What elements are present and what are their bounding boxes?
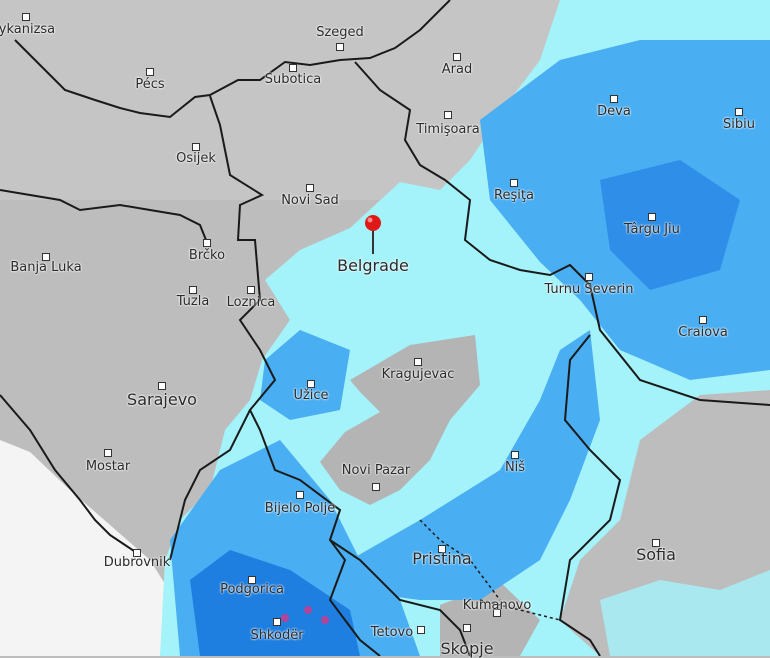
city-label: Tuzla <box>176 294 210 309</box>
city-label: Reşiţa <box>494 188 534 203</box>
city-marker-icon <box>336 43 344 51</box>
city-label: Užice <box>293 388 329 403</box>
city-label: Novi Pazar <box>341 463 411 478</box>
city-label: Sofia <box>636 545 676 564</box>
city-marker-icon <box>192 143 200 151</box>
city-marker-icon <box>146 68 154 76</box>
city-marker-icon <box>203 239 211 247</box>
city-label: Osijek <box>176 151 216 166</box>
city-label: Tetovo <box>370 625 414 640</box>
city-label: Podgorica <box>220 582 284 597</box>
city-marker-icon <box>22 13 30 21</box>
city-marker-icon <box>444 111 452 119</box>
city-label: Mostar <box>85 459 131 474</box>
city-marker-icon <box>493 609 501 617</box>
city-marker-icon <box>463 624 471 632</box>
city-marker-icon <box>42 253 50 261</box>
city-label: Dubrovnik <box>103 555 171 570</box>
city-label: Skopje <box>440 639 494 658</box>
city-marker-icon <box>158 382 166 390</box>
city-label: Szeged <box>316 25 364 40</box>
city-marker-icon <box>610 95 618 103</box>
city-marker-icon <box>510 179 518 187</box>
city-label: Kragujevac <box>381 367 455 382</box>
city-marker-icon <box>735 108 743 116</box>
city-label: Arad <box>441 62 473 77</box>
city-label: Shkodër <box>250 628 304 643</box>
city-marker-icon <box>372 483 380 491</box>
city-marker-icon <box>248 576 256 584</box>
city-label: Brčko <box>188 248 226 263</box>
city-marker-icon <box>247 286 255 294</box>
city-label: Kumanovo <box>462 598 532 613</box>
city-marker-icon <box>699 316 707 324</box>
sea <box>0 440 200 656</box>
city-label: Subotica <box>264 72 322 87</box>
city-label: Bijelo Polje <box>264 501 336 516</box>
city-label: Deva <box>597 104 631 119</box>
city-marker-icon <box>189 286 197 294</box>
city-label: Târgu Jiu <box>624 222 680 237</box>
city-label: Sarajevo <box>127 390 197 409</box>
city-label: Novi Sad <box>281 193 339 208</box>
city-label: Craiova <box>678 325 728 340</box>
city-marker-icon <box>417 626 425 634</box>
location-pin-icon[interactable] <box>364 214 382 258</box>
city-marker-icon <box>307 380 315 388</box>
city-marker-icon <box>133 549 141 557</box>
city-marker-icon <box>453 53 461 61</box>
city-label: Turnu Severin <box>544 282 634 297</box>
city-marker-icon <box>296 491 304 499</box>
city-label: Pécs <box>135 77 165 92</box>
city-marker-icon <box>104 449 112 457</box>
city-label: Belgrade <box>337 256 409 275</box>
city-marker-icon <box>648 213 656 221</box>
city-marker-icon <box>306 184 314 192</box>
city-marker-icon <box>273 618 281 626</box>
city-marker-icon <box>438 545 446 553</box>
city-marker-icon <box>585 273 593 281</box>
city-marker-icon <box>652 539 660 547</box>
city-marker-icon <box>511 451 519 459</box>
city-label: Timişoara <box>416 122 480 137</box>
city-label: Pristina <box>412 549 472 568</box>
city-label: Loznica <box>226 295 276 310</box>
city-label: Banja Luka <box>10 260 82 275</box>
city-label: Nagykanizsa <box>0 22 56 37</box>
city-label: Niš <box>504 460 526 475</box>
city-marker-icon <box>289 64 297 72</box>
city-label: Sibiu <box>723 117 755 132</box>
city-marker-icon <box>414 358 422 366</box>
